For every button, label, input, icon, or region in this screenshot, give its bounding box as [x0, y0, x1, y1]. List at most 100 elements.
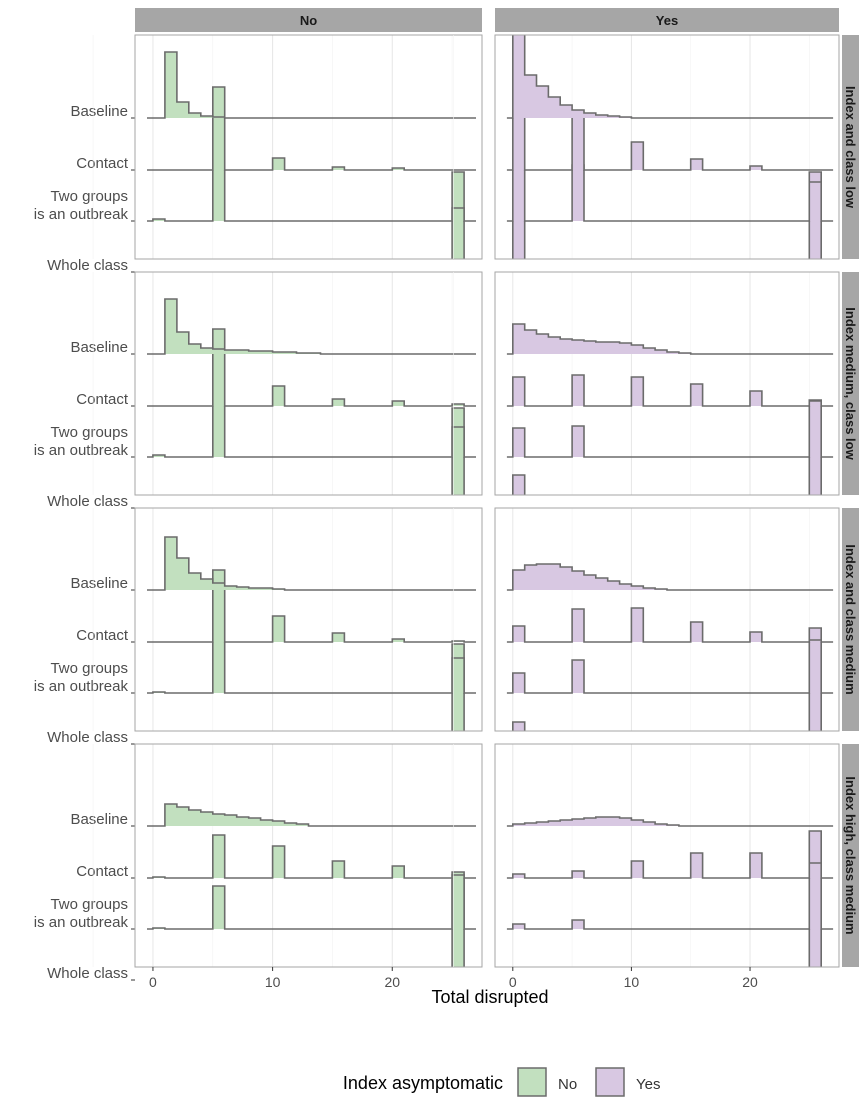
panel-border: [134, 507, 483, 732]
x-tick-label: 20: [384, 974, 400, 990]
ridge-line-baseline: [147, 51, 476, 119]
y-label-line: Baseline: [70, 811, 128, 828]
y-label-contact: Contact: [76, 391, 129, 408]
ridge-fill-two-groups-is-an-outbreak: [147, 621, 476, 693]
x-axis-title: Total disrupted: [431, 987, 548, 1007]
panel-border: [134, 34, 483, 260]
ridge-line-contact: [147, 86, 476, 171]
ridge-line-whole-class: [511, 407, 822, 495]
y-label-line: is an outbreak: [34, 914, 129, 931]
ridges: [506, 816, 834, 967]
strip-top-yes: Yes: [495, 8, 839, 32]
y-label-baseline: Baseline: [70, 811, 128, 828]
strip-right-index-medium-class-low: Index medium, class low: [842, 272, 859, 495]
ridge-line-two-groups-is-an-outbreak: [147, 137, 476, 222]
legend-key-yes: [595, 1067, 625, 1097]
ridges: [147, 51, 476, 259]
y-label-line: Contact: [76, 391, 129, 408]
x-tick-label: 0: [509, 974, 517, 990]
y-label-two-groups-is-an-outbreak: Two groups is an outbreak: [34, 896, 129, 931]
ridge-fill-whole-class: [512, 172, 822, 259]
panel-border: [134, 271, 483, 496]
strip-right-label: Index high, class medium: [843, 776, 858, 934]
ridge-fill-two-groups-is-an-outbreak: [506, 400, 834, 457]
ridge-line-whole-class: [451, 171, 465, 259]
ridge-line-whole-class: [451, 879, 465, 967]
panels: No Yes Index and class low Baseline Contact T…: [34, 8, 859, 990]
ridge-fill-whole-class: [809, 880, 822, 967]
ridges: [147, 298, 476, 495]
y-label-line: Whole class: [47, 729, 128, 746]
strip-top-bg: [495, 8, 839, 32]
x-tick-label: 10: [624, 974, 640, 990]
y-label-contact: Contact: [76, 627, 129, 644]
ridge-line-baseline: [506, 563, 834, 591]
ridge-line-baseline: [147, 298, 476, 355]
ridge-fill-contact: [147, 329, 476, 406]
ridge-line-contact: [506, 852, 834, 879]
ridge-line-contact: [506, 607, 834, 643]
y-label-line: Baseline: [70, 339, 128, 356]
x-tick-label: 0: [149, 974, 157, 990]
ridge-fill-baseline: [147, 537, 476, 590]
strip-top-bg: [135, 8, 482, 32]
ridge-fill-contact: [506, 375, 834, 406]
y-label-line: Whole class: [47, 965, 128, 982]
panel-index-and-class-medium-no: [92, 507, 483, 732]
y-label-line: Baseline: [70, 103, 128, 120]
ridge-fill-baseline: [506, 324, 834, 354]
panel-index-high-class-medium-yes: 0 10 20: [453, 743, 840, 990]
panel-index-medium-class-low-no: [92, 271, 483, 496]
ridges: [147, 536, 476, 731]
panel-border: [494, 34, 840, 260]
ridge-line-whole-class: [511, 643, 822, 731]
ridge-line-whole-class: [511, 171, 822, 259]
ridge-line-two-groups-is-an-outbreak: [147, 871, 476, 930]
y-label-line: is an outbreak: [34, 206, 129, 223]
ridge-line-baseline: [506, 323, 834, 355]
legend-key-no: [517, 1067, 547, 1097]
ridge-fill-two-groups-is-an-outbreak: [506, 121, 834, 221]
strip-right-bg: [842, 744, 859, 967]
ridge-fill-whole-class: [452, 644, 465, 731]
y-label-contact: Contact: [76, 863, 129, 880]
strip-right-label: Index medium, class low: [843, 307, 858, 460]
ridge-line-baseline: [147, 803, 476, 827]
ridges: [506, 323, 834, 495]
legend-title: Index asymptomatic: [343, 1073, 503, 1093]
ridge-line-two-groups-is-an-outbreak: [506, 830, 834, 930]
legend: Index asymptomatic No Yes: [343, 1067, 660, 1097]
ridge-line-contact: [147, 834, 476, 879]
x-tick-label: 10: [265, 974, 281, 990]
ridge-line-baseline: [506, 35, 834, 119]
ridge-fill-contact: [147, 835, 476, 878]
ridge-fill-baseline: [506, 817, 834, 826]
strip-right-bg: [842, 272, 859, 495]
panel-index-and-class-medium-yes: [453, 507, 840, 732]
y-label-line: Two groups: [50, 896, 128, 913]
ridge-fill-contact: [506, 853, 834, 878]
y-label-contact: Contact: [76, 155, 129, 172]
strip-right-label: Index and class low: [843, 86, 858, 209]
y-label-two-groups-is-an-outbreak: Two groups is an outbreak: [34, 188, 129, 223]
ridge-line-contact: [506, 69, 834, 171]
ridge-fill-baseline: [506, 564, 834, 590]
panel-border: [134, 743, 483, 968]
ridge-fill-contact: [506, 608, 834, 642]
ridge-fill-whole-class: [452, 880, 465, 967]
ridge-fill-baseline: [147, 299, 476, 354]
y-label-two-groups-is-an-outbreak: Two groups is an outbreak: [34, 424, 129, 459]
y-label-baseline: Baseline: [70, 575, 128, 592]
ridge-fill-whole-class: [512, 408, 822, 495]
ridge-line-whole-class: [451, 407, 465, 495]
ridge-fill-two-groups-is-an-outbreak: [147, 380, 476, 457]
y-label-line: Two groups: [50, 188, 128, 205]
y-label-line: Contact: [76, 863, 129, 880]
panel-border: [494, 507, 840, 732]
ridge-line-two-groups-is-an-outbreak: [506, 120, 834, 222]
y-label-line: is an outbreak: [34, 678, 129, 695]
strip-right-bg: [842, 35, 859, 259]
ridges: [147, 803, 476, 967]
strip-top-label: Yes: [656, 13, 678, 28]
